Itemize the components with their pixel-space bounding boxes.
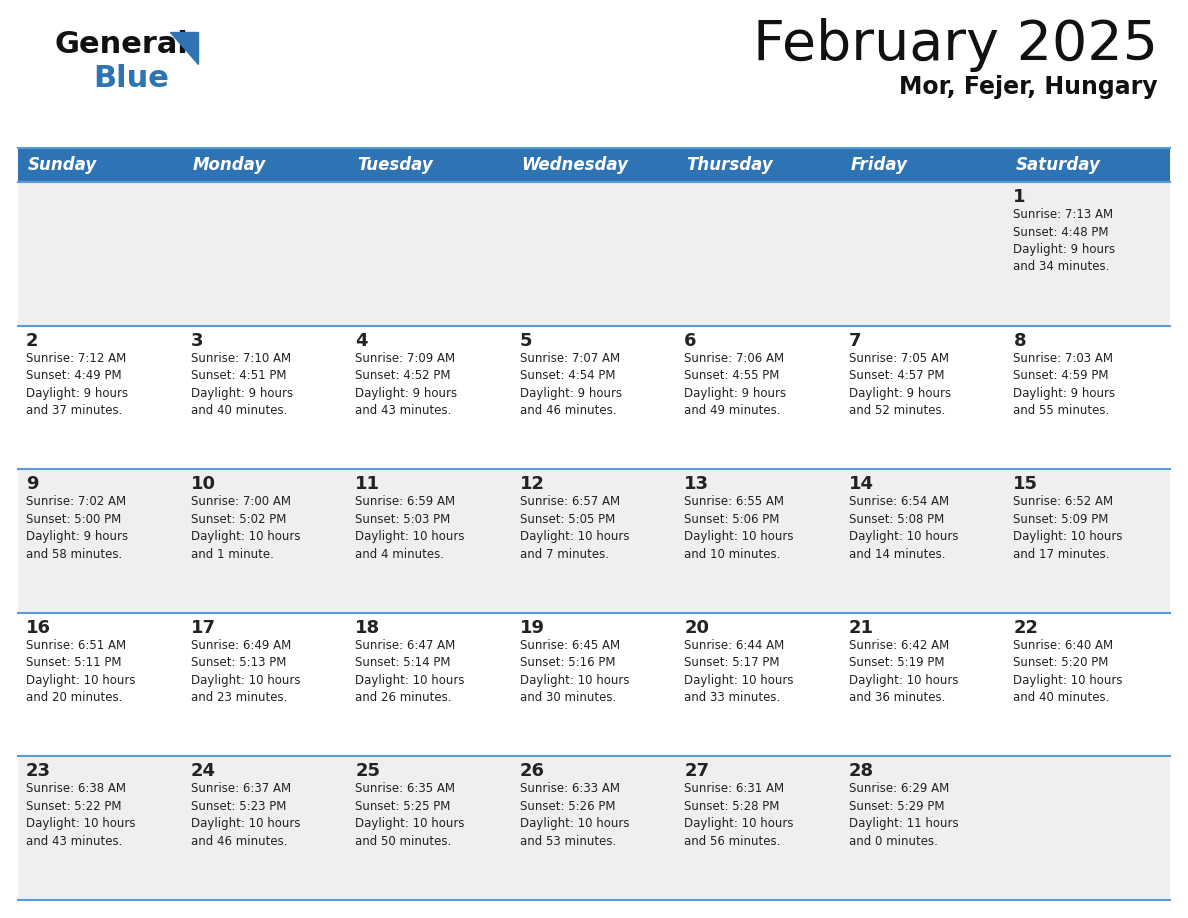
Text: 12: 12 xyxy=(519,476,545,493)
Text: Sunrise: 6:37 AM
Sunset: 5:23 PM
Daylight: 10 hours
and 46 minutes.: Sunrise: 6:37 AM Sunset: 5:23 PM Dayligh… xyxy=(190,782,301,848)
Text: 14: 14 xyxy=(849,476,874,493)
Text: Sunrise: 7:09 AM
Sunset: 4:52 PM
Daylight: 9 hours
and 43 minutes.: Sunrise: 7:09 AM Sunset: 4:52 PM Dayligh… xyxy=(355,352,457,417)
Text: 23: 23 xyxy=(26,763,51,780)
Text: Sunrise: 6:52 AM
Sunset: 5:09 PM
Daylight: 10 hours
and 17 minutes.: Sunrise: 6:52 AM Sunset: 5:09 PM Dayligh… xyxy=(1013,495,1123,561)
Text: Sunrise: 6:44 AM
Sunset: 5:17 PM
Daylight: 10 hours
and 33 minutes.: Sunrise: 6:44 AM Sunset: 5:17 PM Dayligh… xyxy=(684,639,794,704)
Text: Sunrise: 6:31 AM
Sunset: 5:28 PM
Daylight: 10 hours
and 56 minutes.: Sunrise: 6:31 AM Sunset: 5:28 PM Dayligh… xyxy=(684,782,794,848)
Text: 1: 1 xyxy=(1013,188,1026,206)
Text: Sunrise: 6:57 AM
Sunset: 5:05 PM
Daylight: 10 hours
and 7 minutes.: Sunrise: 6:57 AM Sunset: 5:05 PM Dayligh… xyxy=(519,495,630,561)
Text: 25: 25 xyxy=(355,763,380,780)
Text: 17: 17 xyxy=(190,619,215,637)
Text: Sunrise: 7:02 AM
Sunset: 5:00 PM
Daylight: 9 hours
and 58 minutes.: Sunrise: 7:02 AM Sunset: 5:00 PM Dayligh… xyxy=(26,495,128,561)
Text: Thursday: Thursday xyxy=(687,156,773,174)
Text: Sunrise: 6:59 AM
Sunset: 5:03 PM
Daylight: 10 hours
and 4 minutes.: Sunrise: 6:59 AM Sunset: 5:03 PM Dayligh… xyxy=(355,495,465,561)
Bar xyxy=(18,469,1170,613)
Text: 26: 26 xyxy=(519,763,545,780)
Text: 20: 20 xyxy=(684,619,709,637)
Bar xyxy=(18,148,1170,182)
Polygon shape xyxy=(170,32,198,64)
Text: 13: 13 xyxy=(684,476,709,493)
Text: General: General xyxy=(55,30,189,59)
Text: 11: 11 xyxy=(355,476,380,493)
Text: Sunday: Sunday xyxy=(29,156,97,174)
Bar xyxy=(18,182,1170,326)
Text: 22: 22 xyxy=(1013,619,1038,637)
Text: 19: 19 xyxy=(519,619,545,637)
Text: 10: 10 xyxy=(190,476,215,493)
Text: Blue: Blue xyxy=(93,64,169,93)
Text: Sunrise: 7:05 AM
Sunset: 4:57 PM
Daylight: 9 hours
and 52 minutes.: Sunrise: 7:05 AM Sunset: 4:57 PM Dayligh… xyxy=(849,352,950,417)
Text: Monday: Monday xyxy=(192,156,266,174)
Text: Sunrise: 7:12 AM
Sunset: 4:49 PM
Daylight: 9 hours
and 37 minutes.: Sunrise: 7:12 AM Sunset: 4:49 PM Dayligh… xyxy=(26,352,128,417)
Text: 24: 24 xyxy=(190,763,215,780)
Text: Sunrise: 6:55 AM
Sunset: 5:06 PM
Daylight: 10 hours
and 10 minutes.: Sunrise: 6:55 AM Sunset: 5:06 PM Dayligh… xyxy=(684,495,794,561)
Text: 15: 15 xyxy=(1013,476,1038,493)
Text: Sunrise: 7:06 AM
Sunset: 4:55 PM
Daylight: 9 hours
and 49 minutes.: Sunrise: 7:06 AM Sunset: 4:55 PM Dayligh… xyxy=(684,352,786,417)
Text: Sunrise: 6:42 AM
Sunset: 5:19 PM
Daylight: 10 hours
and 36 minutes.: Sunrise: 6:42 AM Sunset: 5:19 PM Dayligh… xyxy=(849,639,959,704)
Text: 2: 2 xyxy=(26,331,38,350)
Text: Sunrise: 7:00 AM
Sunset: 5:02 PM
Daylight: 10 hours
and 1 minute.: Sunrise: 7:00 AM Sunset: 5:02 PM Dayligh… xyxy=(190,495,301,561)
Text: 4: 4 xyxy=(355,331,367,350)
Text: Sunrise: 6:40 AM
Sunset: 5:20 PM
Daylight: 10 hours
and 40 minutes.: Sunrise: 6:40 AM Sunset: 5:20 PM Dayligh… xyxy=(1013,639,1123,704)
Text: Sunrise: 6:45 AM
Sunset: 5:16 PM
Daylight: 10 hours
and 30 minutes.: Sunrise: 6:45 AM Sunset: 5:16 PM Dayligh… xyxy=(519,639,630,704)
Text: 27: 27 xyxy=(684,763,709,780)
Text: Sunrise: 6:51 AM
Sunset: 5:11 PM
Daylight: 10 hours
and 20 minutes.: Sunrise: 6:51 AM Sunset: 5:11 PM Dayligh… xyxy=(26,639,135,704)
Text: 8: 8 xyxy=(1013,331,1026,350)
Text: Sunrise: 6:35 AM
Sunset: 5:25 PM
Daylight: 10 hours
and 50 minutes.: Sunrise: 6:35 AM Sunset: 5:25 PM Dayligh… xyxy=(355,782,465,848)
Text: Sunrise: 6:38 AM
Sunset: 5:22 PM
Daylight: 10 hours
and 43 minutes.: Sunrise: 6:38 AM Sunset: 5:22 PM Dayligh… xyxy=(26,782,135,848)
Bar xyxy=(18,756,1170,900)
Text: Sunrise: 6:49 AM
Sunset: 5:13 PM
Daylight: 10 hours
and 23 minutes.: Sunrise: 6:49 AM Sunset: 5:13 PM Dayligh… xyxy=(190,639,301,704)
Text: Sunrise: 7:07 AM
Sunset: 4:54 PM
Daylight: 9 hours
and 46 minutes.: Sunrise: 7:07 AM Sunset: 4:54 PM Dayligh… xyxy=(519,352,621,417)
Text: Wednesday: Wednesday xyxy=(522,156,628,174)
Text: Saturday: Saturday xyxy=(1016,156,1100,174)
Text: 7: 7 xyxy=(849,331,861,350)
Bar xyxy=(18,613,1170,756)
Text: 16: 16 xyxy=(26,619,51,637)
Text: Sunrise: 7:03 AM
Sunset: 4:59 PM
Daylight: 9 hours
and 55 minutes.: Sunrise: 7:03 AM Sunset: 4:59 PM Dayligh… xyxy=(1013,352,1116,417)
Text: Sunrise: 7:13 AM
Sunset: 4:48 PM
Daylight: 9 hours
and 34 minutes.: Sunrise: 7:13 AM Sunset: 4:48 PM Dayligh… xyxy=(1013,208,1116,274)
Text: Mor, Fejer, Hungary: Mor, Fejer, Hungary xyxy=(899,75,1158,99)
Text: Sunrise: 6:29 AM
Sunset: 5:29 PM
Daylight: 11 hours
and 0 minutes.: Sunrise: 6:29 AM Sunset: 5:29 PM Dayligh… xyxy=(849,782,959,848)
Text: Sunrise: 7:10 AM
Sunset: 4:51 PM
Daylight: 9 hours
and 40 minutes.: Sunrise: 7:10 AM Sunset: 4:51 PM Dayligh… xyxy=(190,352,292,417)
Text: 3: 3 xyxy=(190,331,203,350)
Text: 21: 21 xyxy=(849,619,874,637)
Text: Sunrise: 6:54 AM
Sunset: 5:08 PM
Daylight: 10 hours
and 14 minutes.: Sunrise: 6:54 AM Sunset: 5:08 PM Dayligh… xyxy=(849,495,959,561)
Text: 5: 5 xyxy=(519,331,532,350)
Bar xyxy=(18,326,1170,469)
Text: Sunrise: 6:47 AM
Sunset: 5:14 PM
Daylight: 10 hours
and 26 minutes.: Sunrise: 6:47 AM Sunset: 5:14 PM Dayligh… xyxy=(355,639,465,704)
Text: February 2025: February 2025 xyxy=(753,18,1158,72)
Text: 18: 18 xyxy=(355,619,380,637)
Text: 9: 9 xyxy=(26,476,38,493)
Text: Sunrise: 6:33 AM
Sunset: 5:26 PM
Daylight: 10 hours
and 53 minutes.: Sunrise: 6:33 AM Sunset: 5:26 PM Dayligh… xyxy=(519,782,630,848)
Text: 6: 6 xyxy=(684,331,697,350)
Text: Tuesday: Tuesday xyxy=(358,156,432,174)
Text: Friday: Friday xyxy=(851,156,908,174)
Text: 28: 28 xyxy=(849,763,874,780)
